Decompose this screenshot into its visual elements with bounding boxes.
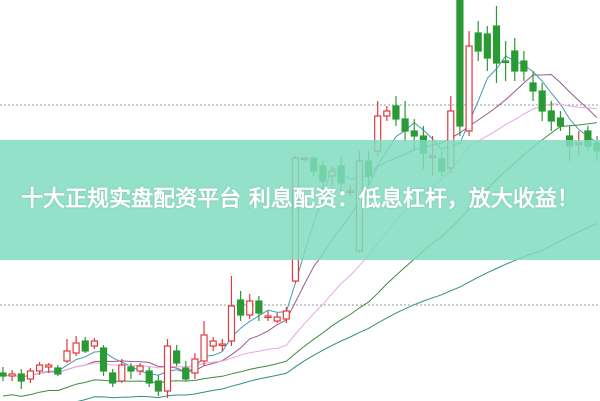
candle-body bbox=[90, 340, 98, 347]
candle-body bbox=[173, 350, 181, 364]
candle-body bbox=[63, 350, 71, 362]
candle-body bbox=[556, 117, 565, 127]
title-banner: 十大正规实盘配资平台 利息配资：低息杠杆，放大收益！ bbox=[0, 140, 600, 260]
candle-body bbox=[227, 305, 236, 342]
candle-body bbox=[0, 372, 7, 377]
candle-body bbox=[17, 373, 25, 382]
candle-body bbox=[118, 364, 126, 382]
candle-body bbox=[456, 0, 464, 127]
ma-line-60 bbox=[77, 223, 598, 401]
candle-body bbox=[200, 334, 208, 362]
candle-body bbox=[237, 299, 245, 316]
candle-body bbox=[264, 315, 272, 319]
candle-body bbox=[529, 82, 537, 92]
candle-body bbox=[109, 372, 117, 384]
candle-body bbox=[154, 380, 162, 392]
candle-body bbox=[72, 342, 80, 354]
candle-body bbox=[273, 316, 281, 322]
banner-title: 十大正规实盘配资平台 利息配资：低息杠杆，放大收益！ bbox=[21, 187, 579, 212]
candle-body bbox=[255, 300, 263, 314]
candle-body bbox=[26, 370, 35, 380]
candle-body bbox=[520, 60, 528, 72]
candle-body bbox=[81, 340, 89, 352]
candle-body bbox=[145, 370, 153, 384]
candle-body bbox=[246, 300, 254, 316]
candle-body bbox=[136, 365, 144, 372]
candle-body bbox=[8, 373, 16, 377]
candle-body bbox=[191, 358, 199, 374]
candle-body bbox=[54, 367, 62, 375]
candle-body bbox=[45, 364, 53, 368]
candle-body bbox=[483, 33, 491, 59]
candle-body bbox=[99, 347, 108, 372]
candle-body bbox=[392, 105, 400, 120]
candle-body bbox=[492, 25, 501, 64]
candle-body bbox=[511, 50, 519, 72]
candle-body bbox=[182, 367, 190, 380]
candle-body bbox=[538, 90, 546, 112]
candle-body bbox=[218, 343, 226, 347]
candle-body bbox=[502, 60, 510, 64]
candle-body bbox=[282, 310, 290, 320]
candle-body bbox=[410, 130, 418, 137]
candle-body bbox=[127, 366, 135, 372]
candle-body bbox=[474, 32, 482, 52]
candle-body bbox=[163, 345, 172, 392]
candle-body bbox=[209, 340, 217, 347]
candle-body bbox=[401, 118, 409, 132]
candle-body bbox=[547, 110, 555, 122]
candle-body bbox=[35, 364, 44, 372]
candle-body bbox=[465, 45, 473, 132]
candle-body bbox=[383, 110, 391, 117]
